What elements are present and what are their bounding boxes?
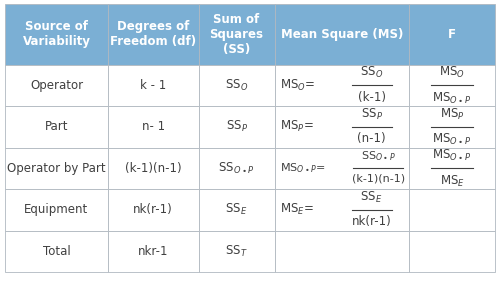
Bar <box>409 4 495 65</box>
Bar <box>5 4 108 65</box>
Bar <box>409 148 495 189</box>
Bar <box>274 106 409 148</box>
Text: MS$_P$=: MS$_P$= <box>280 119 314 134</box>
Bar <box>108 148 198 189</box>
Bar <box>274 4 409 65</box>
Text: MS$_E$=: MS$_E$= <box>280 202 314 217</box>
Bar <box>274 148 409 189</box>
Text: n- 1: n- 1 <box>142 120 165 133</box>
Text: Operator by Part: Operator by Part <box>7 162 106 175</box>
Text: MS$_E$: MS$_E$ <box>440 173 464 189</box>
Text: SS$_{O\bullet P}$: SS$_{O\bullet P}$ <box>361 149 396 163</box>
Bar <box>274 65 409 106</box>
Bar <box>108 189 198 231</box>
Text: Operator: Operator <box>30 79 83 92</box>
Text: k - 1: k - 1 <box>140 79 166 92</box>
Bar <box>409 189 495 231</box>
Bar <box>198 148 274 189</box>
Text: SS$_T$: SS$_T$ <box>225 244 248 259</box>
Text: MS$_{O\bullet P}$: MS$_{O\bullet P}$ <box>432 132 472 147</box>
Text: MS$_P$: MS$_P$ <box>440 107 464 122</box>
Text: Degrees of
Freedom (df): Degrees of Freedom (df) <box>110 21 196 49</box>
Text: (k-1)(n-1): (k-1)(n-1) <box>352 173 405 184</box>
Text: MS$_{O\bullet P}$=: MS$_{O\bullet P}$= <box>280 162 326 175</box>
Bar <box>409 65 495 106</box>
Bar <box>5 148 108 189</box>
Bar <box>108 4 198 65</box>
Text: (k-1): (k-1) <box>358 90 386 103</box>
Text: (n-1): (n-1) <box>357 132 386 145</box>
Text: MS$_{O\bullet P}$: MS$_{O\bullet P}$ <box>432 90 472 106</box>
Text: Total: Total <box>42 245 70 258</box>
Text: SS$_O$: SS$_O$ <box>360 65 383 80</box>
Bar <box>198 106 274 148</box>
Text: Sum of
Squares
(SS): Sum of Squares (SS) <box>210 13 264 56</box>
Bar <box>198 65 274 106</box>
Text: Mean Square (MS): Mean Square (MS) <box>280 28 403 41</box>
Bar <box>5 106 108 148</box>
Text: nkr-1: nkr-1 <box>138 245 168 258</box>
Bar <box>198 4 274 65</box>
Bar <box>274 231 409 272</box>
Text: (k-1)(n-1): (k-1)(n-1) <box>125 162 182 175</box>
Bar <box>409 106 495 148</box>
Bar <box>5 231 108 272</box>
Text: SS$_P$: SS$_P$ <box>226 119 248 134</box>
Text: SS$_O$: SS$_O$ <box>225 78 248 93</box>
Bar <box>5 189 108 231</box>
Bar <box>108 106 198 148</box>
Bar <box>108 231 198 272</box>
Text: F: F <box>448 28 456 41</box>
Text: MS$_O$=: MS$_O$= <box>280 78 316 93</box>
Text: SS$_E$: SS$_E$ <box>226 202 248 217</box>
Text: Part: Part <box>44 120 68 133</box>
Text: nk(r-1): nk(r-1) <box>134 203 173 216</box>
Text: MS$_O$: MS$_O$ <box>439 65 465 80</box>
Bar <box>409 231 495 272</box>
Text: SS$_P$: SS$_P$ <box>360 107 382 122</box>
Bar <box>198 231 274 272</box>
Text: Source of
Variability: Source of Variability <box>22 21 90 49</box>
Text: nk(r-1): nk(r-1) <box>352 215 392 228</box>
Text: Equipment: Equipment <box>24 203 88 216</box>
Bar <box>198 189 274 231</box>
Bar <box>108 65 198 106</box>
Bar <box>5 65 108 106</box>
Bar <box>274 189 409 231</box>
Text: SS$_E$: SS$_E$ <box>360 190 382 205</box>
Text: MS$_{O\bullet P}$: MS$_{O\bullet P}$ <box>432 148 472 163</box>
Text: SS$_{O\bullet P}$: SS$_{O\bullet P}$ <box>218 161 255 176</box>
